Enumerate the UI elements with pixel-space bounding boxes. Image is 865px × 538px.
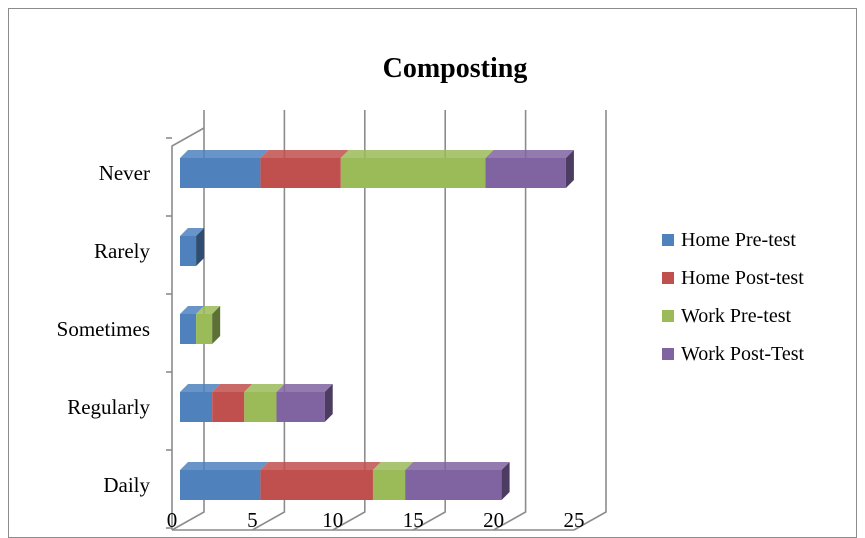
bar-segment xyxy=(372,462,414,500)
gridline xyxy=(493,110,527,531)
legend-label: Work Pre-test xyxy=(681,305,791,327)
chart-bars xyxy=(180,150,574,500)
legend-label: Home Pre-test xyxy=(681,229,796,251)
bar-segment xyxy=(340,150,494,188)
chart-area xyxy=(8,8,857,538)
x-tick-label: 20 xyxy=(483,508,504,532)
legend-label: Home Post-test xyxy=(681,267,804,289)
x-tick-label: 5 xyxy=(247,508,258,532)
x-tick-label: 0 xyxy=(167,508,178,532)
gridline xyxy=(332,110,366,531)
chart-labels: Daily Regularly Sometimes Rarely Never 0 5 10 15… xyxy=(57,161,585,532)
chart-title: Composting xyxy=(383,53,528,84)
category-label: Daily xyxy=(103,473,150,497)
bar-segment xyxy=(485,150,574,188)
x-tick-label: 10 xyxy=(322,508,343,532)
x-tick-label: 25 xyxy=(564,508,585,532)
bar-segment xyxy=(260,462,381,500)
bar-segment xyxy=(180,384,221,422)
legend-item: Work Post-Test xyxy=(662,343,805,365)
category-label: Rarely xyxy=(94,239,150,263)
bar-segment xyxy=(212,384,253,422)
x-tick-label: 15 xyxy=(403,508,424,532)
legend-swatch xyxy=(662,234,674,246)
bar-segment xyxy=(180,150,269,188)
category-label: Never xyxy=(99,161,150,185)
bar-segment xyxy=(405,462,510,500)
legend-item: Work Pre-test xyxy=(662,305,791,327)
legend-swatch xyxy=(662,348,674,360)
bar-segment xyxy=(180,462,269,500)
legend-label: Work Post-Test xyxy=(681,343,805,365)
chart-axes xyxy=(166,127,574,531)
bar-segment xyxy=(276,384,333,422)
category-label: Sometimes xyxy=(57,317,150,341)
category-label: Regularly xyxy=(67,395,150,419)
gridline xyxy=(412,110,446,531)
legend-item: Home Post-test xyxy=(662,267,804,289)
bar-segment xyxy=(244,384,285,422)
legend-item: Home Pre-test xyxy=(662,229,796,251)
legend-swatch xyxy=(662,310,674,322)
legend-swatch xyxy=(662,272,674,284)
chart-legend: Home Pre-test Home Post-test Work Pre-test… xyxy=(662,229,805,365)
bar-segment xyxy=(180,228,205,266)
bar-segment xyxy=(260,150,349,188)
bar-segment xyxy=(196,306,221,344)
y-axis-line xyxy=(171,127,205,530)
gridline xyxy=(252,110,286,531)
gridline xyxy=(573,110,607,531)
bar-segment xyxy=(180,306,205,344)
